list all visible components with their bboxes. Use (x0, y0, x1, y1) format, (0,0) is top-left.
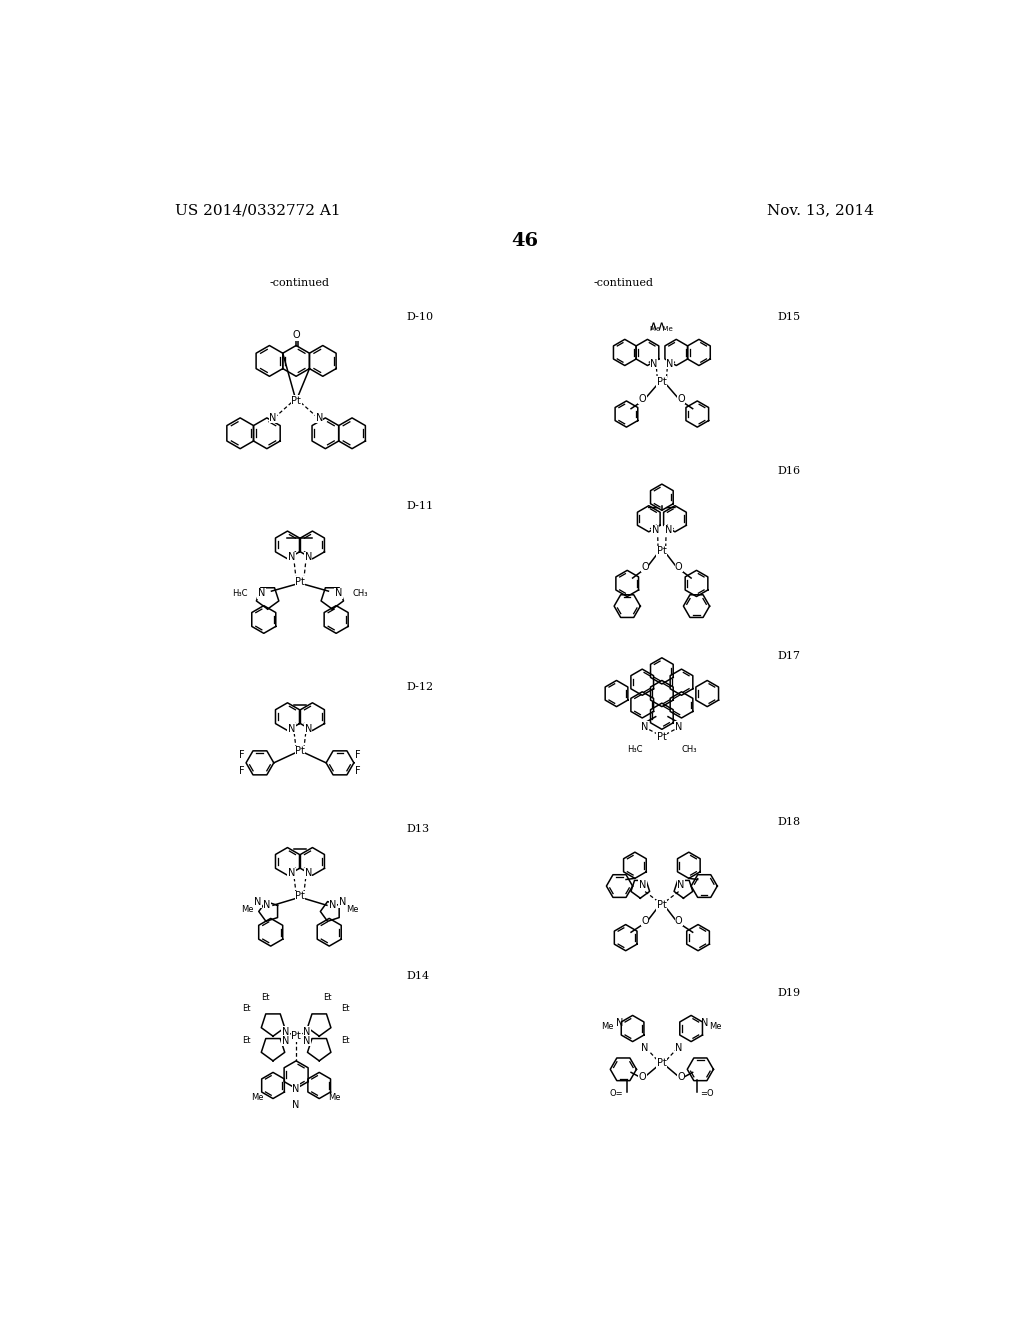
Text: N: N (641, 722, 648, 731)
Text: Me: Me (329, 1093, 341, 1102)
Text: N: N (615, 1018, 624, 1028)
Text: O=: O= (609, 1089, 624, 1098)
Text: Me: Me (251, 1093, 264, 1102)
Text: H₃C: H₃C (627, 746, 643, 754)
Text: N: N (675, 1043, 682, 1053)
Text: N: N (304, 552, 312, 562)
Text: N: N (304, 869, 312, 879)
Text: Nov. 13, 2014: Nov. 13, 2014 (767, 203, 874, 216)
Text: O: O (639, 1072, 646, 1082)
Text: D14: D14 (407, 970, 429, 981)
Text: Pt: Pt (295, 746, 305, 756)
Text: D16: D16 (777, 466, 801, 477)
Text: N: N (282, 1027, 289, 1036)
Text: Et: Et (243, 1036, 251, 1045)
Text: N: N (678, 879, 685, 890)
Text: N: N (675, 722, 682, 731)
Text: D15: D15 (777, 313, 801, 322)
Text: Et: Et (261, 993, 269, 1002)
Text: D-11: D-11 (407, 502, 433, 511)
Text: N: N (335, 589, 342, 598)
Text: ∧∧: ∧∧ (649, 319, 667, 333)
Text: F: F (240, 750, 245, 760)
Text: -continued: -continued (270, 277, 330, 288)
Text: N: N (288, 869, 295, 879)
Text: N: N (303, 1027, 310, 1036)
Text: F: F (240, 766, 245, 776)
Text: O: O (292, 330, 300, 341)
Text: Et: Et (341, 1036, 349, 1045)
Text: Pt: Pt (295, 577, 305, 587)
Text: Pt: Pt (657, 376, 667, 387)
Text: N: N (263, 900, 270, 911)
Text: N: N (304, 723, 312, 734)
Text: N: N (700, 1018, 708, 1028)
Text: Me Me: Me Me (650, 326, 673, 331)
Text: Pt: Pt (657, 546, 667, 556)
Text: Et: Et (323, 993, 331, 1002)
Text: N: N (339, 898, 346, 907)
Text: N: N (315, 413, 323, 422)
Text: N: N (665, 525, 672, 535)
Text: Et: Et (341, 1005, 349, 1012)
Text: O: O (639, 393, 646, 404)
Text: N: N (641, 1043, 648, 1053)
Text: N: N (293, 1101, 300, 1110)
Text: N: N (639, 879, 646, 890)
Text: US 2014/0332772 A1: US 2014/0332772 A1 (175, 203, 341, 216)
Text: O: O (641, 561, 649, 572)
Text: Pt: Pt (291, 1031, 301, 1041)
Text: N: N (288, 552, 295, 562)
Text: D13: D13 (407, 825, 429, 834)
Text: Pt: Pt (295, 891, 305, 902)
Text: =O: =O (700, 1089, 714, 1098)
Text: N: N (293, 1084, 300, 1093)
Text: N: N (258, 589, 265, 598)
Text: O: O (675, 561, 683, 572)
Text: N: N (269, 413, 276, 422)
Text: N: N (651, 525, 659, 535)
Text: 46: 46 (511, 231, 539, 249)
Text: N: N (330, 900, 337, 911)
Text: D18: D18 (777, 817, 801, 826)
Text: -continued: -continued (593, 277, 653, 288)
Text: CH₃: CH₃ (681, 746, 696, 754)
Text: H₃C: H₃C (232, 589, 248, 598)
Text: N: N (282, 1036, 289, 1045)
Text: N: N (303, 1036, 310, 1045)
Text: Pt: Pt (291, 396, 301, 407)
Text: O: O (677, 1072, 685, 1082)
Text: Pt: Pt (657, 1059, 667, 1068)
Text: N: N (650, 359, 657, 368)
Text: Me: Me (602, 1022, 614, 1031)
Text: Pt: Pt (657, 900, 667, 911)
Text: Me: Me (346, 904, 358, 913)
Text: Me: Me (242, 904, 254, 913)
Text: O: O (641, 916, 649, 925)
Text: F: F (355, 750, 360, 760)
Text: D-12: D-12 (407, 682, 433, 692)
Text: N: N (666, 359, 674, 368)
Text: D19: D19 (777, 989, 801, 998)
Text: CH₃: CH₃ (352, 589, 368, 598)
Text: N: N (288, 723, 295, 734)
Text: Pt: Pt (657, 733, 667, 742)
Text: O: O (675, 916, 683, 925)
Text: N: N (254, 898, 261, 907)
Text: Me: Me (710, 1022, 722, 1031)
Text: O: O (677, 393, 685, 404)
Text: D17: D17 (777, 651, 801, 661)
Text: D-10: D-10 (407, 313, 433, 322)
Text: Et: Et (243, 1005, 251, 1012)
Text: F: F (355, 766, 360, 776)
